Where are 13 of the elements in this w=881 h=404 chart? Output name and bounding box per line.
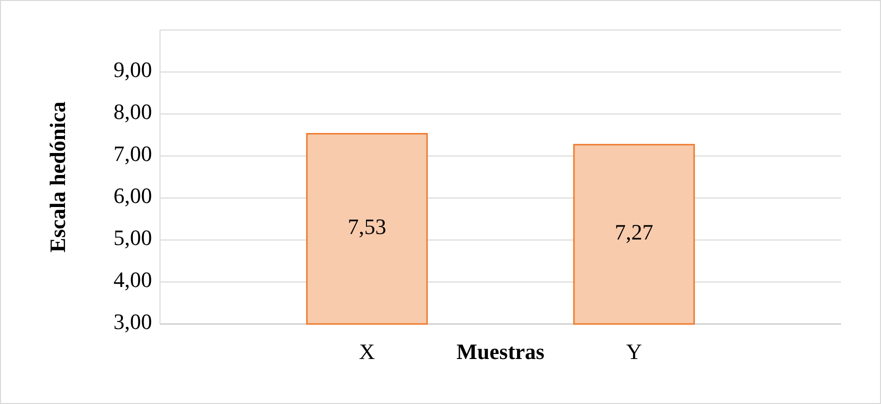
x-tick-label: Y bbox=[626, 339, 642, 364]
y-tick-label: 3,00 bbox=[114, 309, 152, 334]
y-tick-label: 5,00 bbox=[114, 225, 152, 250]
y-tick-label: 6,00 bbox=[114, 183, 152, 208]
y-tick-label: 7,00 bbox=[114, 141, 152, 166]
y-axis-title: Escala hedónica bbox=[45, 102, 70, 252]
data-label: 7,53 bbox=[348, 214, 386, 239]
data-label: 7,27 bbox=[614, 219, 654, 244]
y-tick-label: 8,00 bbox=[114, 99, 152, 124]
y-tick-label: 4,00 bbox=[114, 267, 152, 292]
x-tick-label: X bbox=[359, 339, 376, 364]
y-tick-label: 9,00 bbox=[114, 57, 152, 82]
x-axis-title: Muestras bbox=[456, 339, 545, 364]
